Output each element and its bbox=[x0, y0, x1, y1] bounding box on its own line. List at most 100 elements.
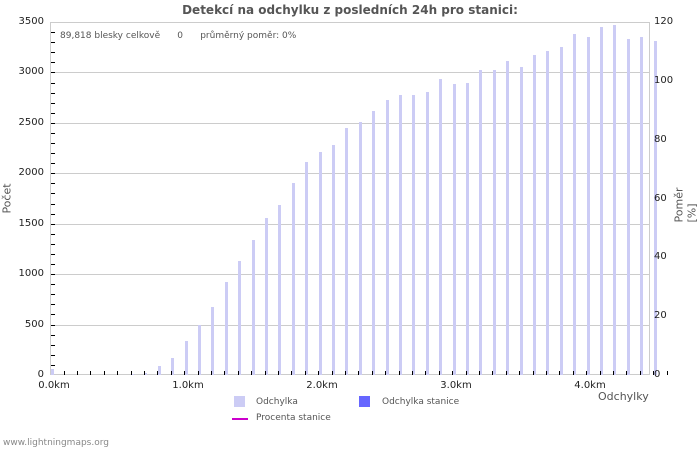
x-minor-tick bbox=[117, 371, 118, 375]
bar bbox=[345, 128, 348, 375]
x-minor-tick bbox=[345, 371, 346, 375]
y-minor-tick bbox=[51, 214, 55, 215]
bar bbox=[560, 47, 563, 375]
x-minor-tick bbox=[171, 371, 172, 375]
x-minor-tick bbox=[251, 371, 252, 375]
y-minor-tick bbox=[51, 274, 55, 275]
y-minor-tick bbox=[51, 254, 55, 255]
x-minor-tick bbox=[519, 371, 520, 375]
y-minor-tick bbox=[51, 153, 55, 154]
x-minor-tick bbox=[144, 371, 145, 375]
bar bbox=[573, 34, 576, 375]
y-tick-label: 500 bbox=[0, 319, 44, 330]
bar bbox=[305, 162, 308, 375]
footer-link[interactable]: www.lightningmaps.org bbox=[3, 438, 109, 448]
y2-tick-label: 120 bbox=[654, 16, 673, 27]
x-minor-tick bbox=[372, 371, 373, 375]
x-minor-tick bbox=[399, 371, 400, 375]
stats-text: 89,818 blesky celkově 0 průměrný poměr: … bbox=[60, 31, 296, 41]
bar bbox=[332, 145, 335, 375]
y2-tick-label: 80 bbox=[654, 134, 667, 145]
chart-title: Detekcí na odchylku z posledních 24h pro… bbox=[0, 3, 700, 17]
x-minor-tick bbox=[131, 371, 132, 375]
y-minor-tick bbox=[51, 42, 55, 43]
y-minor-tick bbox=[51, 83, 55, 84]
y-minor-tick bbox=[51, 183, 55, 184]
y-minor-tick bbox=[51, 234, 55, 235]
bar bbox=[399, 95, 402, 375]
bar bbox=[640, 37, 643, 375]
x-minor-tick bbox=[291, 371, 292, 375]
bar bbox=[466, 83, 469, 375]
bar bbox=[372, 111, 375, 375]
x-minor-tick bbox=[64, 371, 65, 375]
x-axis-label: Odchylky bbox=[598, 390, 649, 403]
avg-ratio: průměrný poměr: 0% bbox=[200, 31, 296, 41]
x-tick-label: 3.0km bbox=[431, 380, 481, 391]
y2-tick-label: 100 bbox=[654, 75, 673, 86]
bar bbox=[587, 37, 590, 375]
x-minor-tick bbox=[626, 371, 627, 375]
y-minor-tick bbox=[51, 365, 55, 366]
bar bbox=[51, 369, 54, 375]
legend-line-percent bbox=[232, 418, 248, 420]
x-tick-label: 0.0km bbox=[29, 380, 79, 391]
x-minor-tick bbox=[506, 371, 507, 375]
legend-swatch-odchylka bbox=[234, 396, 245, 407]
x-minor-tick bbox=[573, 371, 574, 375]
y-minor-tick bbox=[51, 294, 55, 295]
bar bbox=[319, 152, 322, 375]
y-tick-label: 1500 bbox=[0, 218, 44, 229]
y-minor-tick bbox=[51, 345, 55, 346]
bar bbox=[386, 100, 389, 375]
x-minor-tick bbox=[640, 371, 641, 375]
bar bbox=[265, 218, 268, 375]
y-tick-label: 2500 bbox=[0, 117, 44, 128]
bar bbox=[479, 70, 482, 375]
bar bbox=[439, 79, 442, 375]
x-minor-tick bbox=[452, 371, 453, 375]
x-minor-tick bbox=[600, 371, 601, 375]
y-tick-label: 2000 bbox=[0, 167, 44, 178]
x-tick-label: 1.0km bbox=[163, 380, 213, 391]
bar bbox=[627, 39, 630, 375]
bar bbox=[225, 282, 228, 375]
bar bbox=[506, 61, 509, 375]
left-axis-label: Počet bbox=[1, 183, 14, 213]
x-minor-tick bbox=[466, 371, 467, 375]
right-axis-label: Poměr [%] bbox=[672, 188, 698, 223]
y-minor-tick bbox=[51, 133, 55, 134]
bar bbox=[493, 70, 496, 375]
x-minor-tick bbox=[318, 371, 319, 375]
y-minor-tick bbox=[51, 173, 55, 174]
y2-tick-label: 60 bbox=[654, 193, 667, 204]
bar bbox=[278, 205, 281, 375]
y-minor-tick bbox=[51, 304, 55, 305]
x-minor-tick bbox=[224, 371, 225, 375]
legend-label-percent: Procenta stanice bbox=[256, 413, 331, 423]
x-minor-tick bbox=[104, 371, 105, 375]
y-minor-tick bbox=[51, 325, 55, 326]
x-minor-tick bbox=[533, 371, 534, 375]
bar bbox=[453, 84, 456, 375]
x-minor-tick bbox=[90, 371, 91, 375]
bar bbox=[600, 27, 603, 375]
y-minor-tick bbox=[51, 314, 55, 315]
x-minor-tick bbox=[653, 371, 654, 375]
x-minor-tick bbox=[613, 371, 614, 375]
bar bbox=[613, 25, 616, 375]
y-minor-tick bbox=[51, 32, 55, 33]
x-minor-tick bbox=[305, 371, 306, 375]
bar bbox=[412, 95, 415, 375]
x-minor-tick bbox=[412, 371, 413, 375]
x-minor-tick bbox=[439, 371, 440, 375]
y-minor-tick bbox=[51, 284, 55, 285]
x-minor-tick bbox=[358, 371, 359, 375]
y-minor-tick bbox=[51, 193, 55, 194]
y-minor-tick bbox=[51, 62, 55, 63]
y-tick-label: 1000 bbox=[0, 268, 44, 279]
y-minor-tick bbox=[51, 123, 55, 124]
x-minor-tick bbox=[265, 371, 266, 375]
x-minor-tick bbox=[211, 371, 212, 375]
bar bbox=[238, 261, 241, 375]
